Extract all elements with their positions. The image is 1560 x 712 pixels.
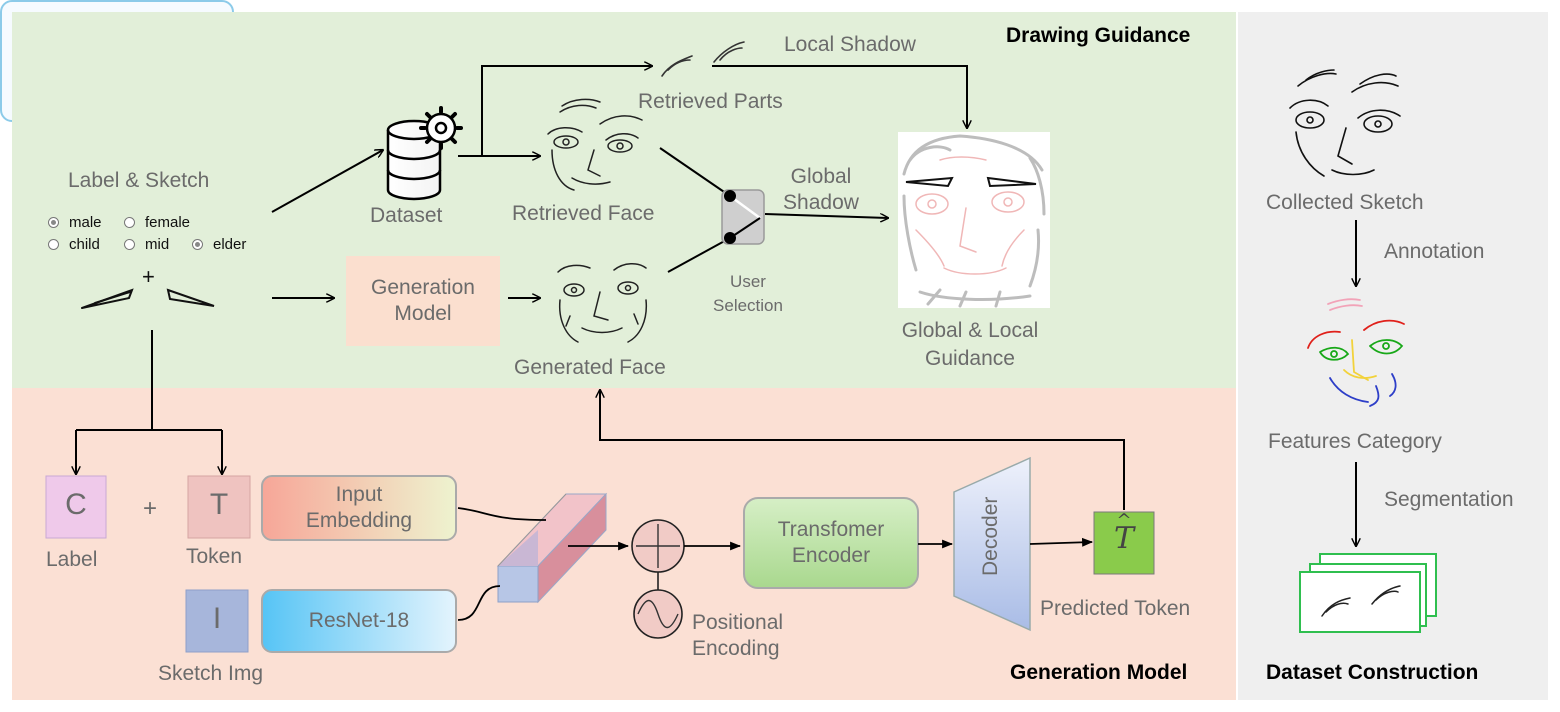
dataset-label: Dataset (370, 204, 443, 227)
positional-encoding-label: Positional Encoding (692, 611, 784, 661)
segmentation-label: Segmentation (1384, 488, 1514, 511)
global-shadow-label: Global Shadow (783, 165, 859, 215)
t-hat-letter: ^ T (1113, 510, 1134, 556)
predicted-token-label: Predicted Token (1040, 597, 1191, 620)
line-generated-to-switch (667, 237, 731, 273)
i-letter: I (212, 602, 222, 635)
c-letter: C (65, 488, 87, 521)
eyebrow-sketch-icon (81, 288, 215, 309)
t-block (187, 475, 251, 539)
retrieved-parts-label: Retrieved Parts (638, 90, 783, 113)
token-caption: Token (186, 545, 243, 568)
decoder-label: Decoder (979, 496, 1002, 576)
i-block (185, 589, 249, 653)
input-embedding-label: Input Embedding (305, 482, 413, 532)
drawing-arrows (76, 65, 1125, 510)
collected-sketch-label: Collected Sketch (1266, 191, 1424, 214)
features-category-label: Features Category (1268, 430, 1442, 453)
radio-mid[interactable]: mid (124, 236, 169, 253)
transformer-encoder-box (743, 497, 919, 589)
retrieved-face-label: Retrieved Face (512, 202, 655, 225)
collected-sketch-image (1289, 69, 1401, 177)
section-title-dataset-construction: Dataset Construction (1266, 661, 1479, 684)
generation-shapes (45, 456, 1155, 653)
arrow-feedback (600, 390, 1125, 510)
generation-arrows (457, 507, 1094, 621)
decoder-shape (953, 456, 1031, 632)
generation-model-box: Generation Model (346, 256, 500, 346)
resnet-label: ResNet-18 (308, 608, 410, 632)
section-title-generation-model: Generation Model (1010, 661, 1188, 684)
radio-male[interactable]: male (48, 214, 102, 231)
line-resnet-to-cube (457, 585, 501, 621)
input-embedding-box (261, 475, 457, 541)
t-hat-block (1093, 511, 1155, 575)
guidance-label: Global & Local Guidance (901, 319, 1039, 371)
section-title-drawing-guidance: Drawing Guidance (1006, 24, 1191, 47)
local-shadow-label: Local Shadow (784, 33, 916, 56)
t-letter: T (209, 488, 229, 521)
user-selection-switch[interactable] (721, 189, 765, 245)
retrieved-face-sketch (547, 98, 643, 191)
arrow-local-shadow (712, 65, 967, 128)
arrow-global-shadow (764, 213, 888, 218)
plus-label-token: + (142, 495, 157, 522)
radio-child[interactable]: child (48, 236, 100, 253)
radio-female[interactable]: female (124, 214, 190, 231)
retrieved-parts-sketch (661, 41, 745, 77)
guidance-image (898, 132, 1050, 308)
arrow-dataset-to-parts (458, 66, 652, 157)
generated-face-label: Generated Face (514, 356, 666, 379)
resnet-box (261, 589, 457, 653)
line-embedding-to-cube (457, 507, 547, 521)
features-category-image (1307, 298, 1405, 407)
annotation-label: Annotation (1384, 240, 1485, 263)
sketch-img-caption: Sketch Img (158, 662, 264, 685)
arrow-decoder-to-that (1029, 537, 1094, 547)
arrow-to-dataset (271, 150, 383, 213)
database-gear-icon (386, 106, 463, 201)
line-retrieved-to-switch (659, 147, 731, 197)
generated-face-sketch (557, 263, 648, 343)
segmentation-stack (1299, 553, 1437, 633)
c-block (45, 475, 107, 539)
plus-sign: + (142, 264, 155, 289)
radio-elder[interactable]: elder (192, 236, 246, 253)
transformer-encoder-label: Transfomer Encoder (777, 517, 885, 567)
user-selection-label: User Selection (713, 272, 783, 315)
label-sketch-title: Label & Sketch (68, 169, 210, 192)
label-caption: Label (46, 548, 98, 571)
